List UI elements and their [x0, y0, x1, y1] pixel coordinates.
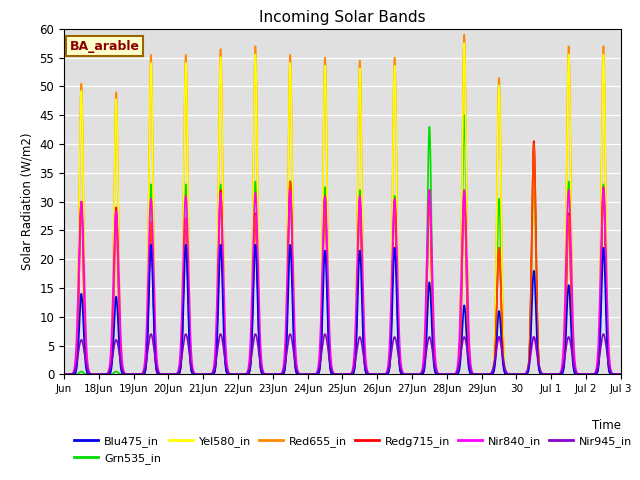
Text: BA_arable: BA_arable: [70, 39, 140, 52]
Blu475_in: [60, 372, 68, 377]
Text: Time: Time: [592, 420, 621, 432]
Grn535_in: [274, 372, 282, 377]
Blu475_in: [478, 372, 486, 377]
Nir840_in: [600, 184, 607, 190]
Grn535_in: [385, 370, 392, 375]
Nir840_in: [478, 372, 486, 377]
Legend: Blu475_in, Grn535_in, Yel580_in, Red655_in, Redg715_in, Nir840_in, Nir945_in: Blu475_in, Grn535_in, Yel580_in, Red655_…: [70, 432, 637, 468]
Yel580_in: [617, 372, 625, 377]
Yel580_in: [385, 368, 392, 373]
Red655_in: [60, 372, 68, 377]
Blu475_in: [147, 242, 155, 248]
Nir840_in: [79, 241, 87, 247]
Nir840_in: [60, 372, 68, 377]
Blu475_in: [385, 370, 392, 375]
Line: Blu475_in: Blu475_in: [64, 245, 621, 374]
Nir945_in: [485, 372, 493, 377]
Red655_in: [485, 372, 493, 377]
Red655_in: [408, 372, 416, 377]
Grn535_in: [399, 372, 407, 377]
Nir840_in: [322, 200, 330, 205]
Redg715_in: [399, 372, 407, 377]
Grn535_in: [460, 112, 468, 118]
Red655_in: [460, 32, 468, 37]
Redg715_in: [322, 204, 330, 210]
Line: Nir945_in: Nir945_in: [64, 334, 621, 374]
Blu475_in: [79, 322, 87, 327]
Blu475_in: [485, 372, 493, 377]
Yel580_in: [485, 372, 493, 377]
Yel580_in: [274, 372, 282, 377]
Redg715_in: [530, 138, 538, 144]
Redg715_in: [60, 372, 68, 377]
Blu475_in: [617, 372, 625, 377]
Nir840_in: [485, 372, 493, 377]
Grn535_in: [79, 370, 87, 375]
Grn535_in: [617, 372, 625, 377]
Line: Redg715_in: Redg715_in: [64, 141, 621, 374]
Red655_in: [274, 372, 282, 377]
Y-axis label: Solar Radiation (W/m2): Solar Radiation (W/m2): [21, 133, 34, 270]
Nir840_in: [617, 372, 625, 377]
Redg715_in: [617, 372, 625, 377]
Line: Red655_in: Red655_in: [64, 35, 621, 374]
Nir945_in: [79, 344, 87, 349]
Nir840_in: [385, 359, 392, 365]
Blu475_in: [322, 258, 330, 264]
Yel580_in: [322, 82, 330, 88]
Grn535_in: [60, 372, 68, 377]
Nir945_in: [385, 366, 392, 372]
Nir945_in: [147, 331, 155, 337]
Blu475_in: [274, 372, 282, 377]
Yel580_in: [79, 195, 87, 201]
Line: Grn535_in: Grn535_in: [64, 115, 621, 374]
Red655_in: [399, 372, 407, 377]
Blu475_in: [400, 372, 408, 377]
Nir945_in: [322, 333, 330, 338]
Redg715_in: [79, 264, 87, 270]
Redg715_in: [274, 372, 282, 377]
Yel580_in: [60, 372, 68, 377]
Line: Nir840_in: Nir840_in: [64, 187, 621, 374]
Nir945_in: [617, 372, 625, 377]
Nir840_in: [399, 371, 407, 376]
Yel580_in: [399, 372, 407, 377]
Yel580_in: [408, 372, 416, 377]
Red655_in: [617, 372, 625, 377]
Redg715_in: [385, 370, 392, 375]
Red655_in: [385, 368, 392, 373]
Title: Incoming Solar Bands: Incoming Solar Bands: [259, 10, 426, 25]
Grn535_in: [322, 196, 330, 202]
Redg715_in: [478, 372, 486, 377]
Yel580_in: [460, 40, 468, 46]
Red655_in: [79, 191, 87, 196]
Nir945_in: [274, 372, 282, 377]
Line: Yel580_in: Yel580_in: [64, 43, 621, 374]
Nir840_in: [274, 372, 282, 377]
Nir945_in: [400, 371, 408, 377]
Redg715_in: [485, 372, 493, 377]
Grn535_in: [485, 372, 493, 377]
Red655_in: [322, 75, 330, 81]
Nir945_in: [60, 372, 68, 377]
